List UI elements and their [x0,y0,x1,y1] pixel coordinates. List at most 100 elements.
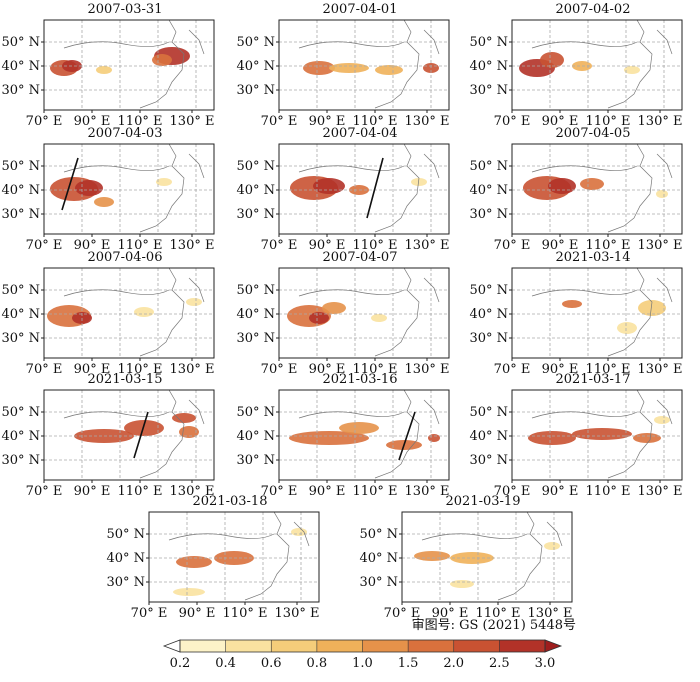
dust-concentration-patch [411,178,427,186]
panel-date-title: 2021-03-18 [192,494,268,509]
latitude-tick-label: 40° N [1,307,40,322]
dust-concentration-patch [656,190,668,198]
coastline-border [531,144,673,233]
dust-concentration-patch [572,428,632,440]
colorbar-tick-label: 2.5 [489,656,510,671]
dust-concentration-patch [624,66,640,74]
longitude-tick-label: 110° E [586,484,631,499]
latitude-tick-label: 30° N [106,575,145,590]
longitude-tick-label: 110° E [118,238,163,253]
coastline-border [63,268,205,357]
latitude-tick-label: 30° N [1,83,40,98]
latitude-tick-label: 30° N [469,331,508,346]
map-panel: 2021-03-19 50° N 40° N 30° N 70° E 90° E 110° … [359,492,573,621]
dust-concentration-patch [124,420,164,436]
longitude-tick-label: 90° E [309,114,346,129]
map-panel: 2007-04-04 50° N 40° N 30° N 70° E 90° E 110° … [236,124,450,253]
panel-date-title: 2007-04-01 [322,2,398,17]
dust-concentration-patch [638,300,666,316]
colorbar-svg: 0.2 0.4 0.6 0.8 1.0 1.5 2.0 2.5 3.0 [162,639,563,671]
coastline-border [63,390,205,479]
latitude-tick-label: 40° N [469,429,508,444]
longitude-tick-label: 70° E [494,238,531,253]
colorbar-segment [453,640,500,652]
dust-concentration-patch [289,431,369,445]
panel-date-title: 2007-03-31 [87,2,163,17]
dust-concentration-patch [176,556,212,568]
longitude-tick-label: 70° E [26,114,63,129]
coastline-border [298,20,440,109]
map-frame: 50° N 40° N 30° N 70° E 90° E 110° E 130° E [236,389,450,499]
dust-concentration-patch [371,314,387,322]
longitude-tick-label: 90° E [542,114,579,129]
map-frame: 50° N 40° N 30° N 70° E 90° E 110° E 130° E [1,389,215,499]
longitude-tick-label: 130° E [170,238,215,253]
map-panel: 2021-03-14 50° N 40° N 30° N 70° E 90° E 110° … [469,248,683,377]
longitude-tick-label: 110° E [586,238,631,253]
colorbar-max-extension [544,639,563,653]
map-panel: 2007-03-31 50° N 40° N 30° N 70° E 90° E 110° … [1,0,215,129]
map-panel: 2007-04-07 50° N 40° N 30° N 70° E 90° E 110° … [236,248,450,377]
longitude-tick-label: 130° E [170,114,215,129]
colorbar-tick-label: 0.6 [261,656,282,671]
latitude-tick-label: 40° N [469,307,508,322]
dust-concentration-patch [528,431,576,445]
panel-date-title: 2007-04-02 [555,2,631,17]
coastline-border [531,268,673,357]
panel-date-title: 2021-03-14 [555,250,631,265]
map-panel: 2007-04-06 50° N 40° N 30° N 70° E 90° E 110° … [1,248,215,377]
dust-concentration-patch [617,322,637,334]
dust-concentration-patch [548,178,576,194]
longitude-tick-label: 110° E [476,606,521,621]
latitude-tick-label: 30° N [236,331,275,346]
longitude-tick-label: 90° E [542,362,579,377]
latitude-tick-label: 40° N [1,183,40,198]
dust-concentration-patch [540,52,564,68]
map-frame: 50° N 40° N 30° N 70° E 90° E 110° E 130° E [236,267,450,377]
longitude-tick-label: 110° E [353,114,398,129]
latitude-tick-label: 50° N [1,405,40,420]
longitude-tick-label: 130° E [170,362,215,377]
dust-concentration-patch [450,580,474,588]
dust-concentration-patch [313,178,345,194]
coastline-border [298,390,440,479]
map-frame: 50° N 40° N 30° N 70° E 90° E 110° E 130° E [359,511,573,621]
dust-concentration-patch [544,542,560,550]
coastline-border [63,144,205,233]
dust-concentration-patch [291,528,307,536]
dust-concentration-patch [580,178,604,190]
longitude-tick-label: 70° E [261,114,298,129]
colorbar-segment [271,640,317,652]
latitude-tick-label: 40° N [236,307,275,322]
latitude-tick-label: 40° N [236,59,275,74]
latitude-tick-label: 40° N [236,429,275,444]
latitude-tick-label: 50° N [236,35,275,50]
coastline-border [298,144,440,233]
dust-concentration-patch [428,434,440,442]
latitude-tick-label: 30° N [359,575,398,590]
latitude-tick-label: 30° N [236,453,275,468]
dust-concentration-patch [414,551,450,561]
map-panel: 2021-03-17 50° N 40° N 30° N 70° E 90° E 110° … [469,370,683,499]
longitude-tick-label: 70° E [26,362,63,377]
longitude-tick-label: 70° E [26,484,63,499]
longitude-tick-label: 90° E [309,238,346,253]
map-panel: 2007-04-02 50° N 40° N 30° N 70° E 90° E 110° … [469,0,683,129]
panel-date-title: 2007-04-06 [87,250,163,265]
latitude-tick-label: 50° N [469,35,508,50]
panel-date-title: 2021-03-17 [555,372,631,387]
map-frame: 50° N 40° N 30° N 70° E 90° E 110° E 130° E [469,143,683,253]
map-frame: 50° N 40° N 30° N 70° E 90° E 110° E 130° E [236,19,450,129]
longitude-tick-label: 70° E [494,114,531,129]
coastline-border [63,20,205,109]
longitude-tick-label: 130° E [170,484,215,499]
panel-date-title: 2007-04-07 [322,250,398,265]
longitude-tick-label: 110° E [353,484,398,499]
latitude-tick-label: 30° N [1,207,40,222]
panel-date-title: 2021-03-16 [322,372,398,387]
map-frame: 50° N 40° N 30° N 70° E 90° E 110° E 130° E [469,19,683,129]
transect-line [133,411,149,459]
latitude-tick-label: 40° N [106,551,145,566]
longitude-tick-label: 90° E [542,238,579,253]
longitude-tick-label: 90° E [179,606,216,621]
